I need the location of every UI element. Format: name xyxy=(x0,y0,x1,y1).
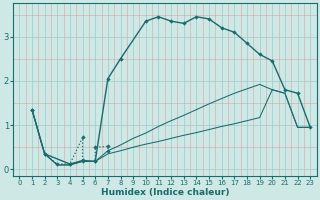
X-axis label: Humidex (Indice chaleur): Humidex (Indice chaleur) xyxy=(100,188,229,197)
